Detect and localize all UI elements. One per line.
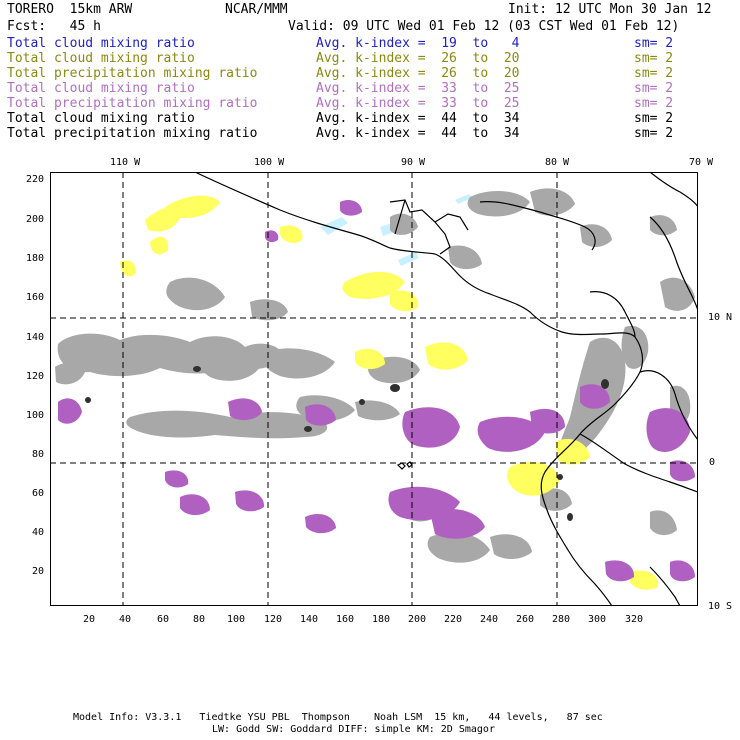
lon-label-100w: 100 W [254, 157, 285, 168]
x-tick: 220 [444, 614, 463, 625]
lat-label-10s: 10 S [708, 601, 733, 612]
legend-field: Total precipitation mixing ratio [7, 126, 258, 141]
x-tick: 100 [227, 614, 246, 625]
yellow-areas [120, 195, 659, 590]
legend-kindex: Avg. k-index = 19 to 4 [316, 36, 520, 51]
model-name: TORERO 15km ARW [7, 2, 133, 17]
y-tick: 80 [32, 449, 45, 460]
x-tick: 20 [83, 614, 96, 625]
lat-label-0: 0 [709, 457, 716, 468]
legend-smoothing: sm= 2 [634, 66, 674, 81]
x-tick: 320 [625, 614, 644, 625]
valid-time: Valid: 09 UTC Wed 01 Feb 12 (03 CST Wed … [288, 19, 680, 34]
legend-smoothing: sm= 2 [634, 81, 674, 96]
legend-row: Total precipitation mixing ratio Avg. k-… [7, 66, 673, 141]
legend-smoothing: sm= 2 [634, 36, 674, 51]
legend-field: Total cloud mixing ratio [7, 81, 195, 96]
legend-field: Total cloud mixing ratio [7, 36, 195, 51]
purple-areas [58, 200, 695, 582]
y-tick: 100 [26, 410, 45, 421]
y-tick: 140 [26, 332, 45, 343]
x-tick: 180 [372, 614, 391, 625]
x-tick: 240 [480, 614, 499, 625]
legend-smoothing: sm= 2 [634, 111, 674, 126]
x-tick: 60 [157, 614, 170, 625]
legend-kindex: Avg. k-index = 44 to 34 [316, 111, 520, 126]
legend-kindex: Avg. k-index = 26 to 20 [316, 66, 520, 81]
x-tick: 200 [408, 614, 427, 625]
y-tick: 20 [32, 566, 45, 577]
lat-lon-grid [50, 172, 698, 606]
legend-field: Total cloud mixing ratio [7, 51, 195, 66]
legend-kindex: Avg. k-index = 44 to 34 [316, 126, 520, 141]
lon-label-110w: 110 W [110, 157, 141, 168]
lon-label-80w: 80 W [545, 157, 570, 168]
x-tick: 300 [588, 614, 607, 625]
lat-label-10n: 10 N [708, 312, 733, 323]
coastlines [194, 172, 698, 606]
y-tick: 60 [32, 488, 45, 499]
legend-smoothing: sm= 2 [634, 51, 674, 66]
x-tick: 260 [516, 614, 535, 625]
legend-row: Total cloud mixing ratio Avg. k-index = … [7, 51, 673, 126]
forecast-hour: Fcst: 45 h [7, 19, 101, 34]
gray-cloud-areas [55, 188, 695, 563]
legend-row: Total precipitation mixing ratio Avg. k-… [7, 126, 673, 201]
lon-label-70w: 70 W [689, 157, 714, 168]
forecast-map [50, 172, 698, 606]
organization: NCAR/MMM [225, 2, 288, 17]
x-tick: 80 [193, 614, 206, 625]
lon-label-90w: 90 W [401, 157, 426, 168]
legend-field: Total precipitation mixing ratio [7, 66, 258, 81]
y-tick: 220 [26, 174, 45, 185]
legend-smoothing: sm= 2 [634, 126, 674, 141]
y-tick: 180 [26, 253, 45, 264]
model-info: Model Info: V3.3.1 Tiedtke YSU PBL Thomp… [73, 712, 603, 723]
map-frame [50, 172, 698, 606]
legend-kindex: Avg. k-index = 33 to 25 [316, 96, 520, 111]
legend-row: Total cloud mixing ratio Avg. k-index = … [7, 36, 673, 111]
x-tick: 280 [552, 614, 571, 625]
y-tick: 200 [26, 214, 45, 225]
model-physics: LW: Godd SW: Goddard DIFF: simple KM: 2D… [212, 724, 495, 735]
legend-field: Total cloud mixing ratio [7, 111, 195, 126]
legend-kindex: Avg. k-index = 26 to 20 [316, 51, 520, 66]
legend-row: Total cloud mixing ratio Avg. k-index = … [7, 111, 673, 186]
legend-smoothing: sm= 2 [634, 96, 674, 111]
init-time: Init: 12 UTC Mon 30 Jan 12 [508, 2, 712, 17]
x-tick: 120 [264, 614, 283, 625]
x-tick: 140 [300, 614, 319, 625]
x-tick: 40 [119, 614, 132, 625]
legend-row: Total cloud mixing ratio Avg. k-index = … [7, 81, 673, 156]
legend-row: Total precipitation mixing ratio Avg. k-… [7, 96, 673, 171]
y-tick: 120 [26, 371, 45, 382]
dark-cores [85, 366, 609, 521]
y-tick: 160 [26, 292, 45, 303]
x-tick: 160 [336, 614, 355, 625]
y-tick: 40 [32, 527, 45, 538]
legend-kindex: Avg. k-index = 33 to 25 [316, 81, 520, 96]
legend-field: Total precipitation mixing ratio [7, 96, 258, 111]
